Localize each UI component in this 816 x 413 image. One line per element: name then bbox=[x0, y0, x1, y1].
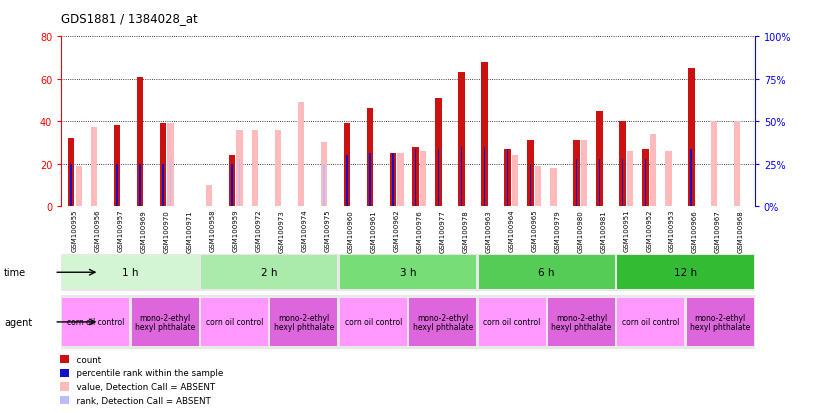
Bar bbox=[481, 62, 488, 206]
Bar bbox=[275, 131, 281, 206]
Text: mono-2-ethyl
hexyl phthalate: mono-2-ethyl hexyl phthalate bbox=[690, 313, 750, 332]
Text: mono-2-ethyl
hexyl phthalate: mono-2-ethyl hexyl phthalate bbox=[274, 313, 334, 332]
Bar bbox=[68, 139, 74, 206]
Bar bbox=[76, 166, 82, 206]
Bar bbox=[344, 124, 350, 206]
Bar bbox=[346, 156, 348, 206]
Bar bbox=[574, 141, 579, 206]
Text: mono-2-ethyl
hexyl phthalate: mono-2-ethyl hexyl phthalate bbox=[552, 313, 611, 332]
Text: 12 h: 12 h bbox=[674, 268, 697, 278]
Bar bbox=[596, 111, 603, 206]
Bar bbox=[581, 141, 588, 206]
Bar bbox=[512, 156, 518, 206]
Bar bbox=[162, 164, 164, 206]
Text: GDS1881 / 1384028_at: GDS1881 / 1384028_at bbox=[61, 12, 198, 25]
Bar bbox=[504, 150, 511, 206]
Bar bbox=[392, 154, 393, 206]
Text: mono-2-ethyl
hexyl phthalate: mono-2-ethyl hexyl phthalate bbox=[135, 313, 195, 332]
Bar bbox=[688, 69, 694, 206]
Text: mono-2-ethyl
hexyl phthalate: mono-2-ethyl hexyl phthalate bbox=[413, 313, 472, 332]
Text: count: count bbox=[71, 355, 101, 364]
Bar bbox=[436, 99, 442, 206]
Text: corn oil control: corn oil control bbox=[344, 318, 402, 327]
Bar bbox=[686, 298, 754, 346]
Bar bbox=[711, 122, 717, 206]
Bar bbox=[627, 152, 633, 206]
Bar bbox=[206, 185, 212, 206]
Bar bbox=[484, 147, 486, 206]
Text: rank, Detection Call = ABSENT: rank, Detection Call = ABSENT bbox=[71, 396, 211, 405]
Text: 3 h: 3 h bbox=[400, 268, 416, 278]
Bar bbox=[170, 158, 171, 206]
Bar bbox=[137, 77, 144, 206]
Bar bbox=[389, 154, 396, 206]
Bar bbox=[665, 152, 672, 206]
Bar bbox=[622, 160, 623, 206]
Bar bbox=[251, 131, 258, 206]
Bar bbox=[323, 164, 325, 206]
Text: corn oil control: corn oil control bbox=[622, 318, 680, 327]
Bar bbox=[438, 150, 440, 206]
Bar bbox=[527, 141, 534, 206]
Bar bbox=[645, 160, 646, 206]
Text: value, Detection Call = ABSENT: value, Detection Call = ABSENT bbox=[71, 382, 215, 391]
Bar bbox=[237, 131, 242, 206]
Bar bbox=[642, 150, 649, 206]
Bar bbox=[131, 298, 199, 346]
Bar bbox=[62, 256, 199, 289]
Bar bbox=[397, 154, 404, 206]
Bar bbox=[617, 256, 754, 289]
Text: percentile rank within the sample: percentile rank within the sample bbox=[71, 368, 224, 377]
Bar bbox=[575, 160, 577, 206]
Text: corn oil control: corn oil control bbox=[206, 318, 264, 327]
Bar bbox=[619, 122, 626, 206]
Bar bbox=[461, 147, 463, 206]
Bar bbox=[535, 166, 541, 206]
Bar bbox=[160, 124, 166, 206]
Bar bbox=[507, 150, 508, 206]
Bar bbox=[366, 109, 373, 206]
Bar bbox=[270, 298, 338, 346]
Bar bbox=[599, 160, 601, 206]
Bar bbox=[167, 124, 174, 206]
Text: corn oil control: corn oil control bbox=[67, 318, 125, 327]
Bar bbox=[409, 298, 477, 346]
Bar bbox=[321, 143, 327, 206]
Bar bbox=[298, 103, 304, 206]
Bar bbox=[478, 298, 546, 346]
Bar bbox=[650, 135, 656, 206]
Text: 2 h: 2 h bbox=[261, 268, 277, 278]
Bar bbox=[478, 256, 615, 289]
Bar bbox=[70, 164, 72, 206]
Bar bbox=[734, 122, 740, 206]
Text: agent: agent bbox=[4, 317, 33, 327]
Text: 6 h: 6 h bbox=[539, 268, 555, 278]
Bar bbox=[690, 150, 692, 206]
Bar bbox=[339, 256, 477, 289]
Text: time: time bbox=[4, 268, 26, 278]
Bar bbox=[548, 298, 615, 346]
Bar bbox=[530, 164, 531, 206]
Bar bbox=[550, 169, 557, 206]
Text: 1 h: 1 h bbox=[122, 268, 139, 278]
Text: corn oil control: corn oil control bbox=[483, 318, 541, 327]
Bar bbox=[114, 126, 120, 206]
Bar bbox=[62, 298, 130, 346]
Bar bbox=[117, 164, 118, 206]
Bar bbox=[231, 164, 233, 206]
Bar bbox=[228, 156, 235, 206]
Bar bbox=[420, 152, 427, 206]
Bar bbox=[140, 164, 141, 206]
Bar bbox=[617, 298, 685, 346]
Bar bbox=[415, 150, 416, 206]
Bar bbox=[459, 73, 465, 206]
Bar bbox=[412, 147, 419, 206]
Bar bbox=[239, 160, 241, 206]
Bar bbox=[339, 298, 407, 346]
Bar bbox=[91, 128, 97, 206]
Bar bbox=[369, 154, 370, 206]
Bar bbox=[201, 256, 338, 289]
Bar bbox=[201, 298, 268, 346]
